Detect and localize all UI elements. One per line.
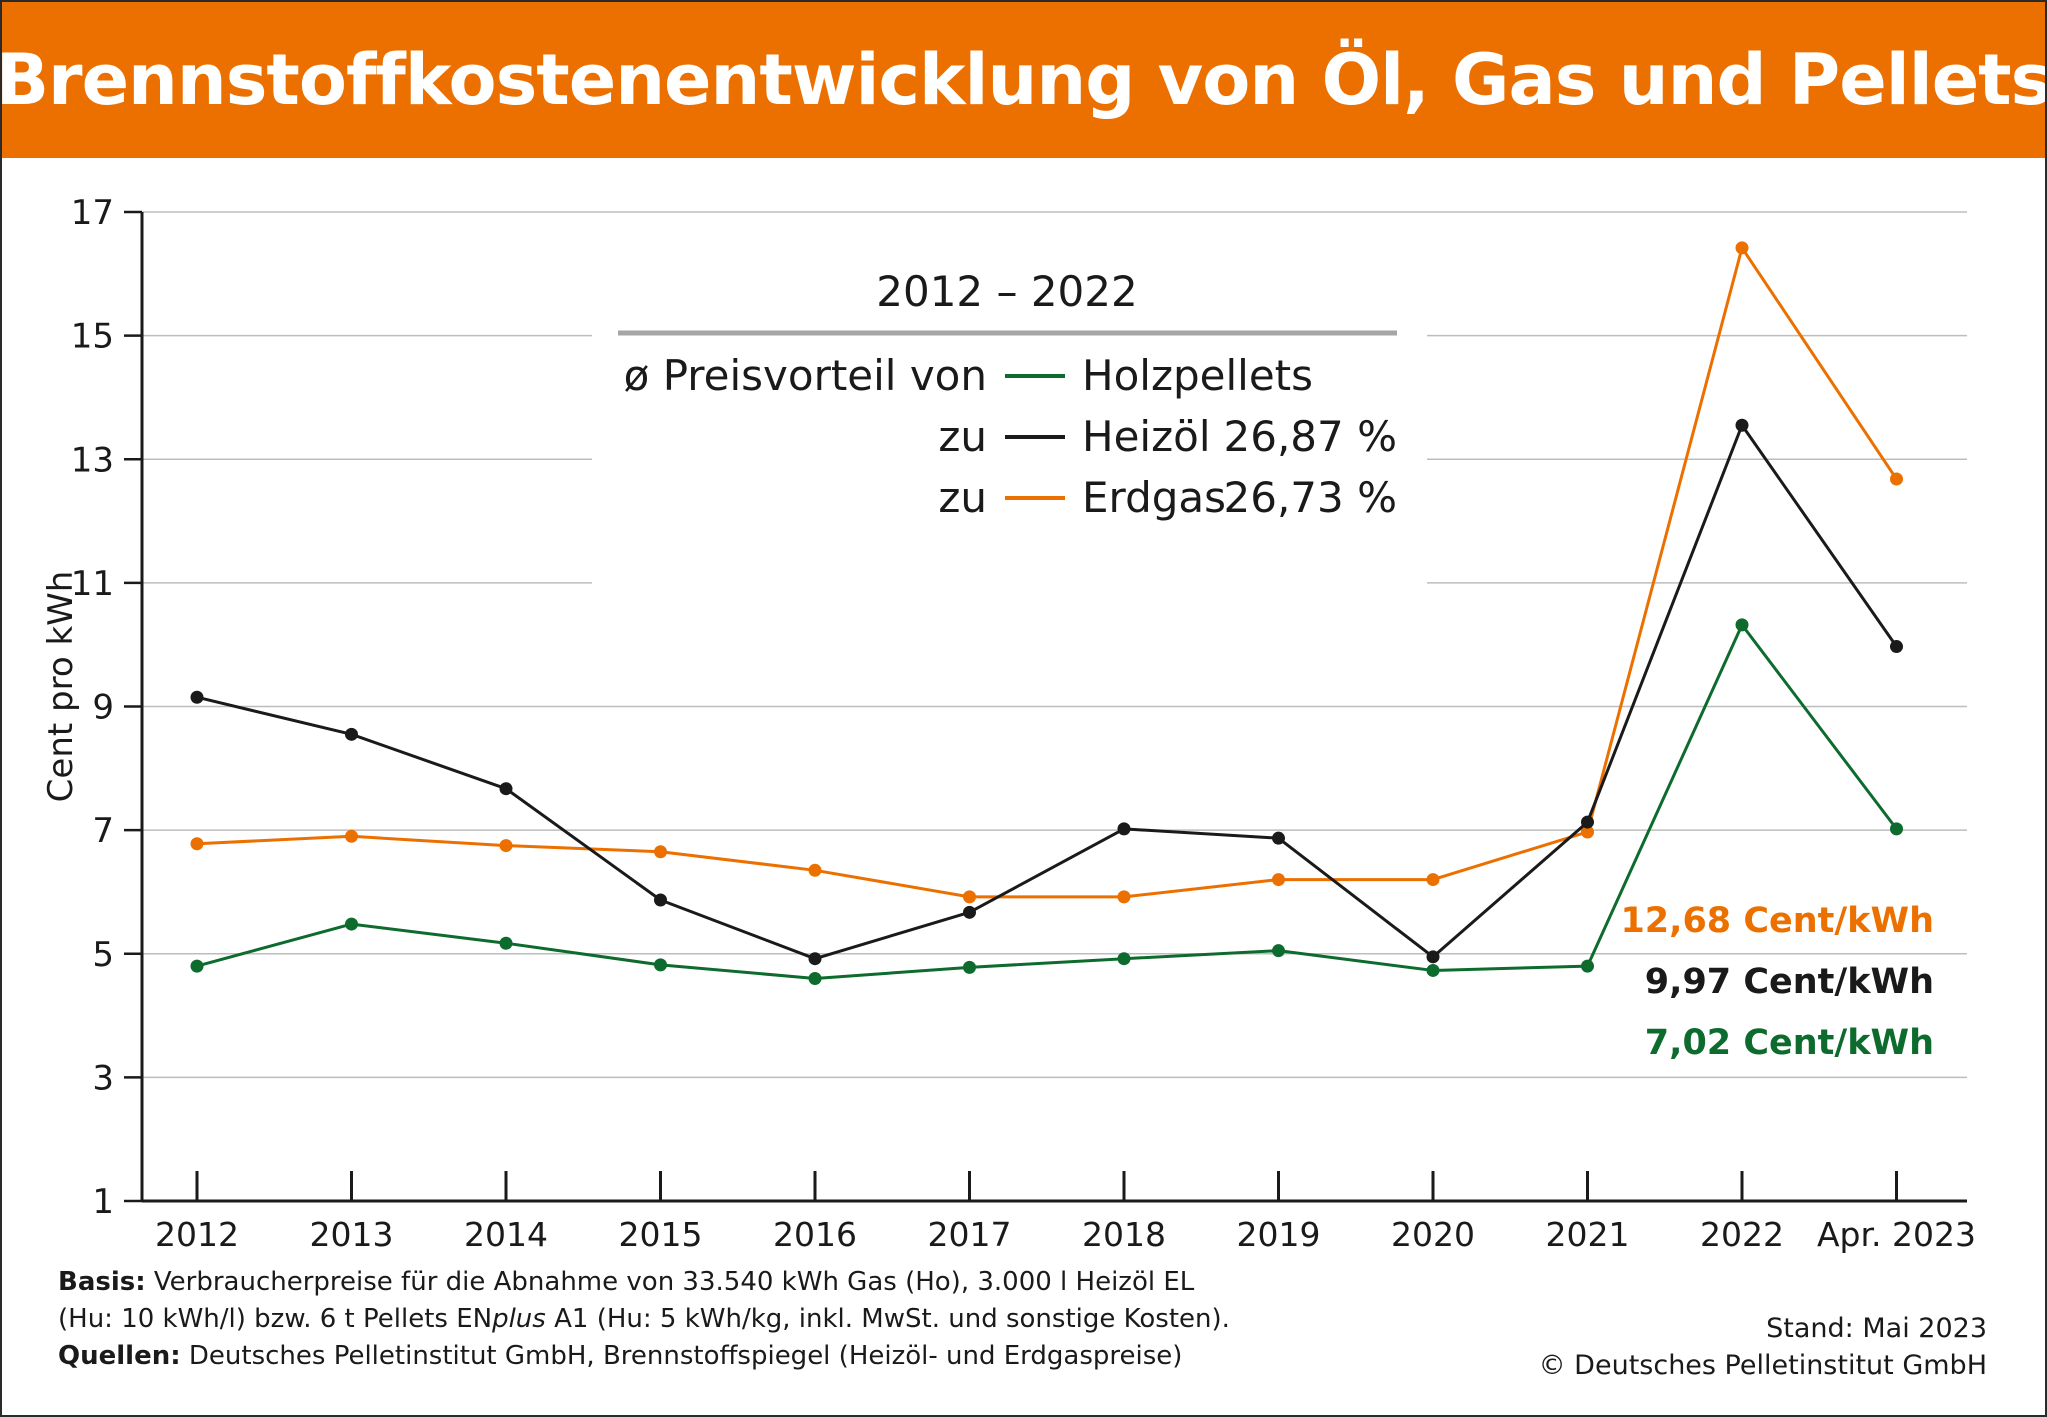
end-value-label: 7,02 Cent/kWh (1645, 1023, 1934, 1063)
data-point-erdgas (1890, 472, 1903, 486)
data-point-pellets (499, 936, 513, 950)
x-tick-label: Apr. 2023 (1817, 1215, 1976, 1254)
basis-line2a: (Hu: 10 kWh/l) bzw. 6 t Pellets EN (58, 1304, 493, 1334)
data-point-erdgas (808, 863, 822, 877)
data-point-pellets (1735, 618, 1749, 632)
legend-label: Erdgas (1082, 473, 1226, 522)
legend-lead: ø Preisvorteil von (624, 351, 987, 400)
data-point-erdgas (345, 829, 358, 843)
y-tick-label: 9 (92, 688, 114, 728)
data-point-pellets (1272, 944, 1285, 958)
x-tick-label: 2014 (464, 1215, 548, 1254)
quellen-text: Deutsches Pelletinstitut GmbH, Brennstof… (188, 1341, 1183, 1371)
y-tick-label: 17 (71, 193, 114, 233)
quellen-label: Quellen: (58, 1341, 181, 1371)
basis-line2-italic: plus (492, 1304, 546, 1334)
chart-title: Brennstoffkostenentwicklung von Öl, Gas … (0, 39, 2047, 121)
legend-prefix: zu (938, 412, 987, 461)
series-line-pellets (196, 623, 1898, 980)
data-point-pellets (654, 958, 667, 972)
x-tick-label: 2016 (773, 1215, 857, 1254)
footer-basis-line2: (Hu: 10 kWh/l) bzw. 6 t Pellets ENplus A… (58, 1301, 1230, 1338)
data-point-pellets (963, 960, 976, 974)
data-point-erdgas (1272, 873, 1285, 887)
data-point-heizoel (654, 893, 667, 907)
data-point-erdgas (190, 837, 204, 851)
y-tick-label: 13 (71, 440, 114, 480)
x-tick-label: 2020 (1391, 1215, 1475, 1254)
y-tick-label: 15 (71, 317, 114, 357)
data-point-erdgas (654, 845, 667, 859)
data-point-heizoel (1272, 831, 1285, 845)
data-point-heizoel (1426, 950, 1440, 964)
data-point-heizoel (345, 727, 358, 741)
x-tick-label: 2019 (1237, 1215, 1321, 1254)
basis-label: Basis: (58, 1267, 146, 1297)
x-tick-label: 2017 (928, 1215, 1012, 1254)
x-tick-label: 2022 (1700, 1215, 1784, 1254)
footer-basis-line1: Basis: Verbraucherpreise für die Abnahme… (58, 1264, 1230, 1301)
basis-line1: Verbraucherpreise für die Abnahme von 33… (153, 1267, 1195, 1297)
x-tick-label: 2012 (155, 1215, 239, 1254)
y-tick-label: 3 (92, 1058, 114, 1098)
data-point-heizoel (499, 782, 513, 796)
data-point-heizoel (963, 905, 976, 919)
data-point-pellets (1117, 952, 1131, 966)
data-point-erdgas (1426, 873, 1440, 887)
y-tick-label: 5 (92, 935, 114, 975)
data-point-pellets (1426, 963, 1440, 977)
legend-prefix: zu (938, 473, 987, 522)
y-tick-label: 1 (92, 1182, 114, 1222)
legend-period: 2012 – 2022 (876, 267, 1137, 316)
x-tick-label: 2015 (619, 1215, 703, 1254)
x-tick-label: 2013 (310, 1215, 394, 1254)
x-tick-label: 2018 (1082, 1215, 1166, 1254)
data-point-erdgas (1735, 241, 1749, 255)
footer-quellen-line: Quellen: Deutsches Pelletinstitut GmbH, … (58, 1338, 1230, 1375)
data-point-heizoel (190, 690, 204, 704)
y-tick-label: 7 (92, 811, 114, 851)
stand-date: Stand: Mai 2023 (1766, 1313, 1987, 1344)
y-axis-label: Cent pro kWh (41, 571, 81, 803)
x-tick-label: 2021 (1546, 1215, 1630, 1254)
data-point-erdgas (499, 839, 513, 853)
data-point-pellets (808, 971, 822, 985)
data-point-pellets (345, 917, 358, 931)
data-point-heizoel (1117, 822, 1131, 836)
data-point-heizoel (808, 952, 822, 966)
data-point-erdgas (963, 890, 976, 904)
series-line-heizoel (196, 423, 1898, 961)
data-point-heizoel (1581, 815, 1594, 829)
legend-value: 26,87 % (1224, 412, 1398, 461)
legend-label: Heizöl (1082, 412, 1211, 461)
series-line-erdgas (196, 246, 1898, 899)
data-point-pellets (1890, 822, 1903, 836)
data-point-erdgas (1581, 825, 1594, 839)
y-tick-label: 11 (71, 564, 114, 604)
legend-label: Holzpellets (1082, 351, 1313, 400)
data-point-heizoel (1890, 640, 1903, 654)
footer-notes: Basis: Verbraucherpreise für die Abnahme… (58, 1264, 1230, 1375)
end-value-label: 12,68 Cent/kWh (1620, 901, 1934, 941)
basis-line2b: A1 (Hu: 5 kWh/kg, inkl. MwSt. und sonsti… (545, 1304, 1230, 1334)
end-value-label: 9,97 Cent/kWh (1645, 962, 1934, 1002)
data-point-heizoel (1735, 418, 1749, 432)
data-point-pellets (190, 959, 204, 973)
copyright: © Deutsches Pelletinstitut GmbH (1538, 1350, 1987, 1381)
footer-credits: Stand: Mai 2023 © Deutsches Pelletinstit… (1539, 1310, 1987, 1384)
title-bar: Brennstoffkostenentwicklung von Öl, Gas … (2, 2, 2045, 158)
data-point-pellets (1581, 959, 1594, 973)
legend-value: 26,73 % (1224, 473, 1398, 522)
data-point-erdgas (1117, 890, 1131, 904)
